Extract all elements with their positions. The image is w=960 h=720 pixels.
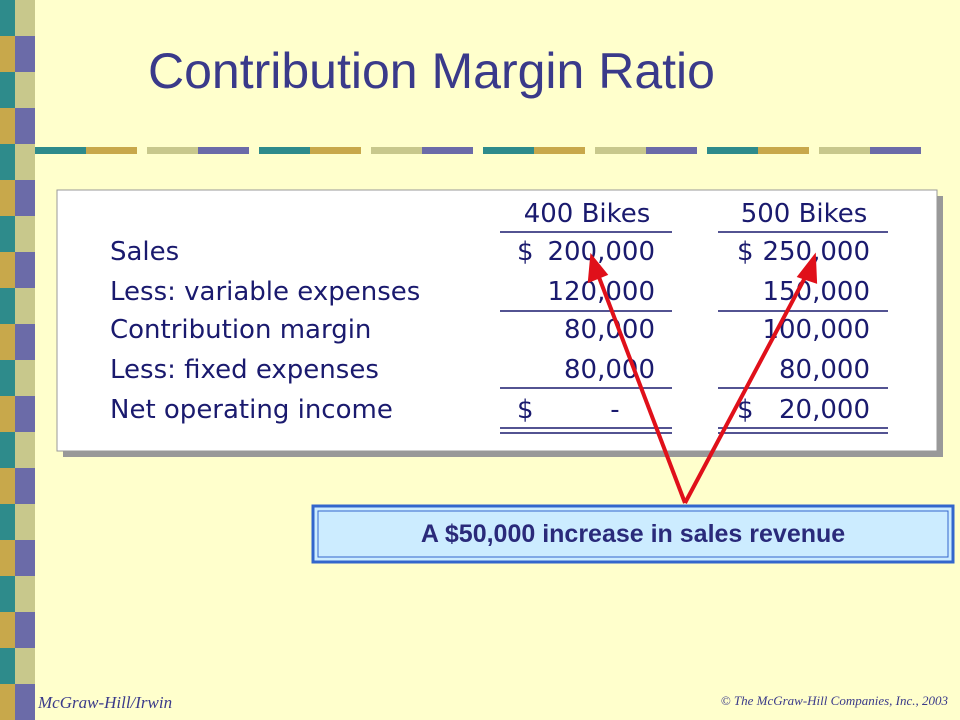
amount: 80,000	[779, 355, 870, 385]
stripe	[0, 0, 15, 36]
stripe	[0, 684, 15, 720]
decoration	[0, 0, 921, 720]
currency: $	[517, 395, 534, 425]
stripe	[0, 72, 15, 108]
arrow-line	[595, 271, 687, 504]
row-label: Contribution margin	[110, 315, 371, 345]
stripe	[15, 396, 35, 432]
rule-segment	[646, 147, 697, 154]
stripe	[15, 252, 35, 288]
stripe	[0, 360, 15, 396]
stripe	[15, 504, 35, 540]
arrow-line	[683, 271, 810, 504]
currency: $	[737, 395, 754, 425]
stripe	[0, 648, 15, 684]
rule-segment	[259, 147, 310, 154]
rule-segment	[147, 147, 198, 154]
row-label: Less: fixed expenses	[110, 355, 379, 385]
column-header: 400 Bikes	[524, 199, 651, 229]
rule-segment	[870, 147, 921, 154]
rule-segment	[310, 147, 361, 154]
copyright: © The McGraw-Hill Companies, Inc., 2003	[721, 693, 949, 708]
row-label: Sales	[110, 237, 179, 267]
slide-title: Contribution Margin Ratio	[148, 43, 715, 99]
arrow-head	[796, 252, 818, 284]
rule-segment	[35, 147, 86, 154]
amount: 200,000	[547, 237, 655, 267]
callout-box	[311, 504, 955, 564]
table-box	[56, 189, 938, 452]
rule-segment	[819, 147, 870, 154]
rule-segment	[595, 147, 646, 154]
stripe	[0, 324, 15, 360]
currency: $	[737, 237, 754, 267]
stripe	[0, 144, 15, 180]
amount: -	[610, 395, 619, 425]
rule-segment	[422, 147, 473, 154]
stripe	[0, 36, 15, 72]
arrows	[587, 252, 818, 504]
amount: 80,000	[564, 355, 655, 385]
currency: $	[517, 237, 534, 267]
amount: 80,000	[564, 315, 655, 345]
income-table: 400 Bikes 500 Bikes Sales $200,000 $250,000 L…	[110, 199, 888, 434]
stripe	[15, 468, 35, 504]
callout-text: A $50,000 increase in sales revenue	[421, 520, 845, 548]
stripe	[0, 612, 15, 648]
stripe	[15, 72, 35, 108]
row-label: Net operating income	[110, 395, 393, 425]
rule-segment	[707, 147, 758, 154]
stripe	[15, 216, 35, 252]
stripe	[15, 180, 35, 216]
stripe	[0, 252, 15, 288]
rule-segment	[86, 147, 137, 154]
amount: 250,000	[762, 237, 870, 267]
arrow-head	[587, 252, 609, 284]
stripe	[15, 540, 35, 576]
stripe	[0, 504, 15, 540]
amount: 20,000	[779, 395, 870, 425]
rule-segment	[198, 147, 249, 154]
stripe	[15, 648, 35, 684]
callout-inner-border	[317, 510, 949, 558]
stripe	[15, 360, 35, 396]
stripe	[0, 468, 15, 504]
rule-segment	[534, 147, 585, 154]
stripe	[15, 0, 35, 36]
rule-segment	[371, 147, 422, 154]
stripe	[15, 144, 35, 180]
stripe	[0, 288, 15, 324]
stripe	[0, 576, 15, 612]
stripe	[0, 396, 15, 432]
stripe	[15, 612, 35, 648]
stripe	[15, 576, 35, 612]
rule-segment	[483, 147, 534, 154]
rule-segment	[758, 147, 809, 154]
stripe	[0, 216, 15, 252]
stripe	[15, 432, 35, 468]
stripe	[0, 180, 15, 216]
stripe	[15, 108, 35, 144]
stripe	[0, 108, 15, 144]
stripe	[15, 36, 35, 72]
column-header: 500 Bikes	[741, 199, 868, 229]
row-label: Less: variable expenses	[110, 277, 420, 307]
stripe	[0, 540, 15, 576]
stripe	[0, 432, 15, 468]
publisher: McGraw-Hill/Irwin	[37, 693, 172, 712]
stripe	[15, 324, 35, 360]
stripe	[15, 288, 35, 324]
stripe	[15, 684, 35, 720]
